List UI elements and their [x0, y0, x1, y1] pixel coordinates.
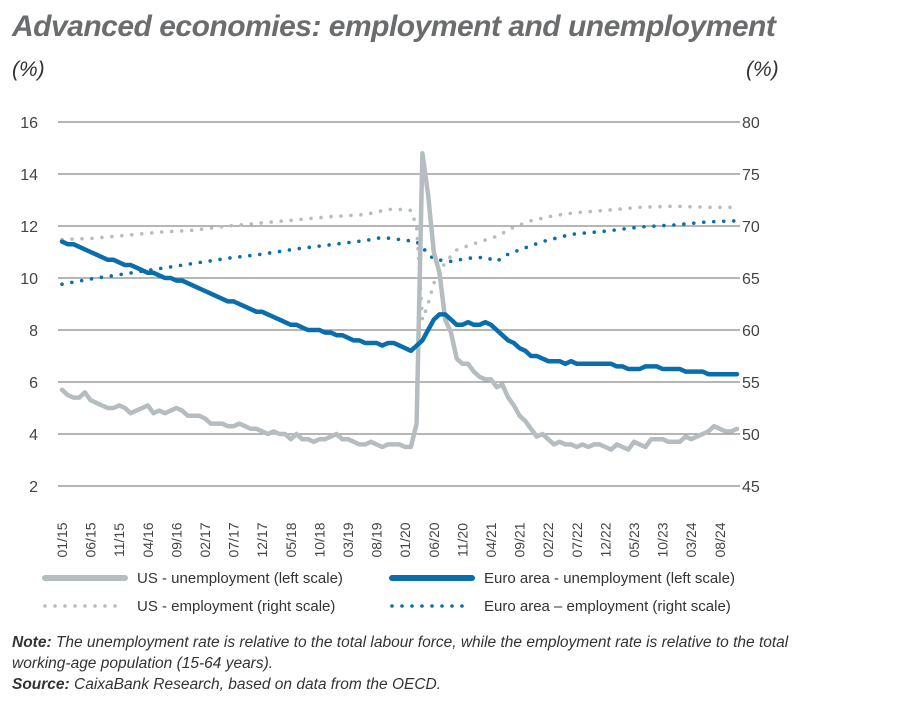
x-axis-tick: 05/18: [283, 522, 299, 557]
left-axis-tick: 8: [29, 323, 38, 340]
x-axis-tick: 02/22: [540, 522, 556, 557]
x-axis-tick: 06/20: [426, 522, 442, 557]
right-axis-tick: 60: [742, 323, 760, 340]
x-axis-tick: 05/23: [626, 522, 642, 557]
note-label: Note:: [12, 634, 52, 651]
chart-title: Advanced economies: employment and unemp…: [12, 10, 776, 43]
note-text: The unemployment rate is relative to the…: [12, 634, 789, 672]
right-axis-tick: 70: [742, 219, 760, 236]
x-axis-tick: 02/17: [197, 522, 213, 557]
x-axis-tick: 09/21: [512, 522, 528, 557]
x-axis-tick: 04/16: [140, 522, 156, 557]
legend-label-1: Euro area - unemployment (left scale): [484, 570, 735, 587]
series-line-2: [60, 204, 739, 322]
right-axis-tick: 55: [742, 375, 760, 392]
series-line-1: [59, 239, 740, 377]
legend-label-3: Euro area – employment (right scale): [484, 598, 731, 615]
x-axis-tick: 11/20: [454, 523, 470, 557]
x-axis-tick: 03/19: [340, 522, 356, 557]
x-axis-tick: 07/22: [569, 522, 585, 557]
x-axis-tick: 11/15: [111, 523, 127, 557]
right-axis-tick: 75: [742, 167, 760, 184]
right-axis-tick: 45: [742, 479, 760, 496]
right-axis-unit: (%): [746, 58, 779, 81]
notes: Note: The unemployment rate is relative …: [12, 632, 802, 695]
right-axis-tick: 80: [742, 115, 760, 132]
x-axis-tick: 01/20: [397, 522, 413, 557]
series-line-3: [60, 219, 739, 286]
x-axis-tick: 09/16: [168, 522, 184, 557]
x-axis-tick: 07/17: [226, 522, 242, 557]
legend-label-2: US - employment (right scale): [137, 598, 335, 615]
left-axis-tick: 2: [29, 479, 38, 496]
left-axis-tick: 16: [20, 115, 38, 132]
x-axis-tick: 03/24: [683, 522, 699, 557]
right-axis-tick: 65: [742, 271, 760, 288]
x-axis-tick: 12/17: [254, 522, 270, 557]
left-axis-tick: 12: [20, 219, 38, 236]
note: Note: The unemployment rate is relative …: [12, 632, 802, 674]
left-axis-tick: 14: [20, 167, 38, 184]
source-text: CaixaBank Research, based on data from t…: [74, 676, 442, 693]
source-label: Source:: [12, 676, 70, 693]
x-axis-tick: 04/21: [483, 522, 499, 557]
x-axis-tick: 08/24: [712, 522, 728, 557]
source: Source: CaixaBank Research, based on dat…: [12, 674, 802, 695]
x-axis-tick: 12/22: [597, 522, 613, 557]
series-line-0: [59, 150, 740, 452]
left-axis-tick: 4: [29, 427, 38, 444]
x-axis-tick: 08/19: [369, 522, 385, 557]
right-axis-tick: 50: [742, 427, 760, 444]
legend-label-0: US - unemployment (left scale): [137, 570, 343, 587]
left-axis-tick: 6: [29, 375, 38, 392]
x-axis-tick: 06/15: [83, 522, 99, 557]
x-axis-tick: 01/15: [54, 522, 70, 557]
x-axis-tick: 10/18: [311, 522, 327, 557]
left-axis-unit: (%): [12, 58, 45, 81]
x-axis-tick: 10/23: [655, 522, 671, 557]
left-axis-tick: 10: [20, 271, 38, 288]
